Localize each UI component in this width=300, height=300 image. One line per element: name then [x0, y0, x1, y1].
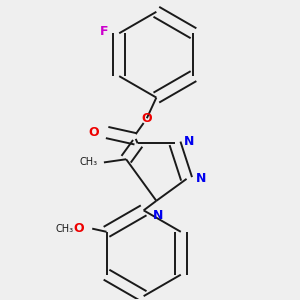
Text: O: O	[88, 126, 99, 139]
Text: CH₃: CH₃	[55, 224, 73, 234]
Text: O: O	[142, 112, 152, 125]
Text: F: F	[100, 25, 108, 38]
Text: CH₃: CH₃	[80, 158, 98, 167]
Text: N: N	[196, 172, 206, 185]
Text: O: O	[74, 222, 84, 235]
Text: N: N	[153, 209, 163, 222]
Text: N: N	[184, 135, 194, 148]
